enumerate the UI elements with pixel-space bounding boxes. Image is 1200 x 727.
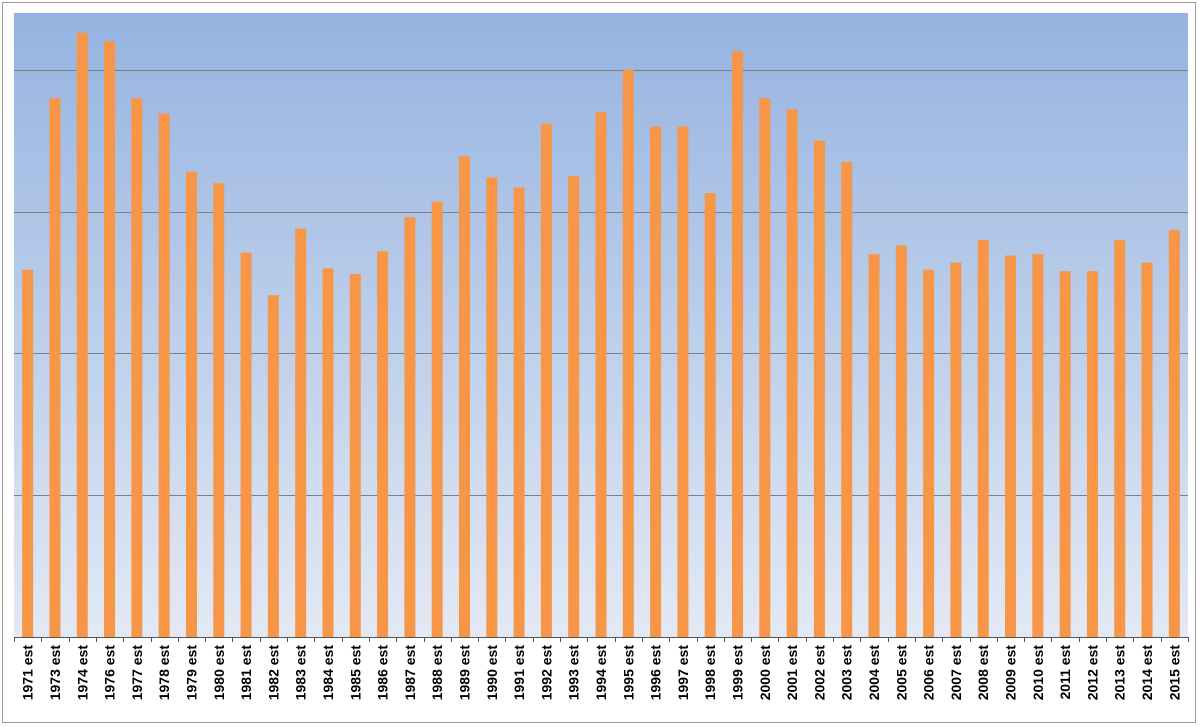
x-tick-label: 2006 est [921,645,937,701]
x-tick-label: 1991 est [511,645,527,701]
x-tick-label: 2003 est [839,645,855,701]
x-tick-label: 2005 est [893,645,909,701]
x-tick-label: 1994 est [593,645,609,701]
bar-1981-est [240,252,252,638]
bar-1997-est [677,126,689,637]
x-tick-label: 2000 est [757,645,773,701]
x-tick-label: 1980 est [211,645,227,701]
x-tick-label: 1995 est [620,645,636,701]
bar-1984-est [322,268,334,637]
x-tick-label: 1979 est [183,645,199,701]
x-tick-label: 2011 est [1057,645,1073,700]
bar-1982-est [267,295,279,637]
bar-1995-est [622,69,634,638]
bar-1988-est [431,201,443,637]
x-tick-label: 1982 est [265,645,281,701]
bar-2013-est [1114,239,1126,637]
bar-chart: 1971 est 1973 est 1974 est 1976 est 1977 est… [14,13,1189,701]
bar-1986-est [377,251,389,637]
bar-2011-est [1059,271,1071,637]
bar-1978-est [158,113,170,637]
x-tick-label: 1971 est [20,645,36,701]
bar-1974-est [76,32,88,638]
bar-1992-est [540,123,552,638]
x-tick-label: 1978 est [156,645,172,701]
x-tick-label: 2014 est [1139,645,1155,701]
bar-1993-est [568,176,580,637]
bars [22,32,1180,638]
x-tick-label: 1976 est [102,645,118,701]
bar-1991-est [513,187,525,637]
x-tick-label: 2013 est [1112,645,1128,701]
bar-2009-est [1005,255,1017,637]
bar-2015-est [1168,229,1180,638]
x-tick-label: 1993 est [566,645,582,701]
bar-1989-est [458,156,470,638]
x-axis [14,637,1189,642]
x-tick-labels: 1971 est 1973 est 1974 est 1976 est 1977 est… [20,645,1183,701]
bar-2002-est [813,140,825,637]
bar-1979-est [185,171,197,637]
x-tick-label: 1981 est [238,645,254,701]
x-tick-label: 1988 est [429,645,445,701]
bar-1985-est [349,273,361,637]
x-tick-label: 1989 est [456,645,472,701]
x-tick-label: 1990 est [484,645,500,701]
x-tick-label: 1973 est [47,645,63,701]
x-tick-label: 2007 est [948,645,964,701]
bar-1999-est [732,51,744,638]
bar-1990-est [486,177,498,637]
x-tick-label: 1977 est [129,645,145,701]
bar-1977-est [131,98,143,638]
x-tick-label: 1999 est [730,645,746,701]
x-tick-label: 1986 est [375,645,391,701]
bar-2007-est [950,262,962,637]
bar-1976-est [104,41,116,638]
x-tick-label: 2012 est [1084,645,1100,701]
bar-1983-est [295,228,307,637]
bar-1998-est [704,193,716,638]
x-tick-label: 1998 est [702,645,718,701]
x-tick-label: 2010 est [1030,645,1046,701]
x-tick-label: 1987 est [402,645,418,701]
bar-1987-est [404,217,416,637]
x-tick-label: 1974 est [74,645,90,701]
x-tick-label: 1985 est [347,645,363,701]
bar-1996-est [650,126,662,637]
bar-2001-est [786,109,798,637]
bar-2012-est [1086,271,1098,637]
bar-1994-est [595,112,607,637]
bar-1971-est [22,269,34,637]
x-tick-label: 2004 est [866,645,882,701]
bar-1980-est [213,183,225,637]
x-tick-label: 2015 est [1166,645,1182,701]
bar-2014-est [1141,262,1153,637]
bar-2008-est [977,239,989,637]
x-tick-label: 2002 est [811,645,827,701]
bar-2010-est [1032,254,1044,637]
x-tick-label: 1992 est [538,645,554,701]
x-tick-label: 1984 est [320,645,336,701]
bar-2000-est [759,98,771,638]
x-tick-label: 2008 est [975,645,991,701]
bar-2006-est [923,269,935,637]
bar-2004-est [868,254,880,637]
x-tick-label: 2001 est [784,645,800,701]
x-tick-label: 1997 est [675,645,691,701]
bar-2005-est [895,245,907,637]
x-tick-label: 1983 est [293,645,309,701]
bar-2003-est [841,161,853,637]
x-tick-label: 2009 est [1003,645,1019,701]
x-tick-label: 1996 est [648,645,664,701]
bar-1973-est [49,98,61,638]
